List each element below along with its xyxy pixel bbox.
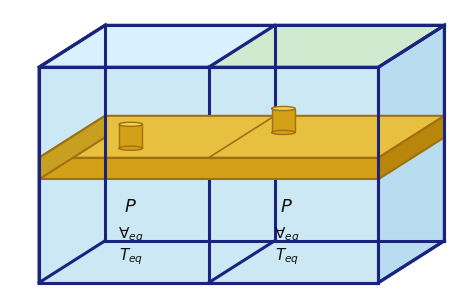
Text: $T_{eq}$: $T_{eq}$ xyxy=(274,246,299,267)
Text: $\forall_{eq}$: $\forall_{eq}$ xyxy=(118,226,144,245)
Polygon shape xyxy=(105,25,444,241)
Polygon shape xyxy=(39,116,444,158)
Bar xyxy=(272,108,295,133)
Bar xyxy=(119,124,143,148)
Polygon shape xyxy=(378,25,444,283)
Polygon shape xyxy=(39,116,105,179)
Ellipse shape xyxy=(272,130,295,134)
Polygon shape xyxy=(378,116,444,179)
Ellipse shape xyxy=(272,107,295,111)
Polygon shape xyxy=(39,25,105,283)
Text: $P$: $P$ xyxy=(124,198,137,216)
Text: $T_{eq}$: $T_{eq}$ xyxy=(118,246,143,267)
Polygon shape xyxy=(39,25,444,67)
Polygon shape xyxy=(209,25,444,67)
Text: $P$: $P$ xyxy=(280,198,293,216)
Ellipse shape xyxy=(119,122,143,126)
Text: $\forall_{eq}$: $\forall_{eq}$ xyxy=(274,226,300,245)
Ellipse shape xyxy=(119,146,143,150)
Polygon shape xyxy=(39,158,378,179)
Polygon shape xyxy=(39,67,378,283)
